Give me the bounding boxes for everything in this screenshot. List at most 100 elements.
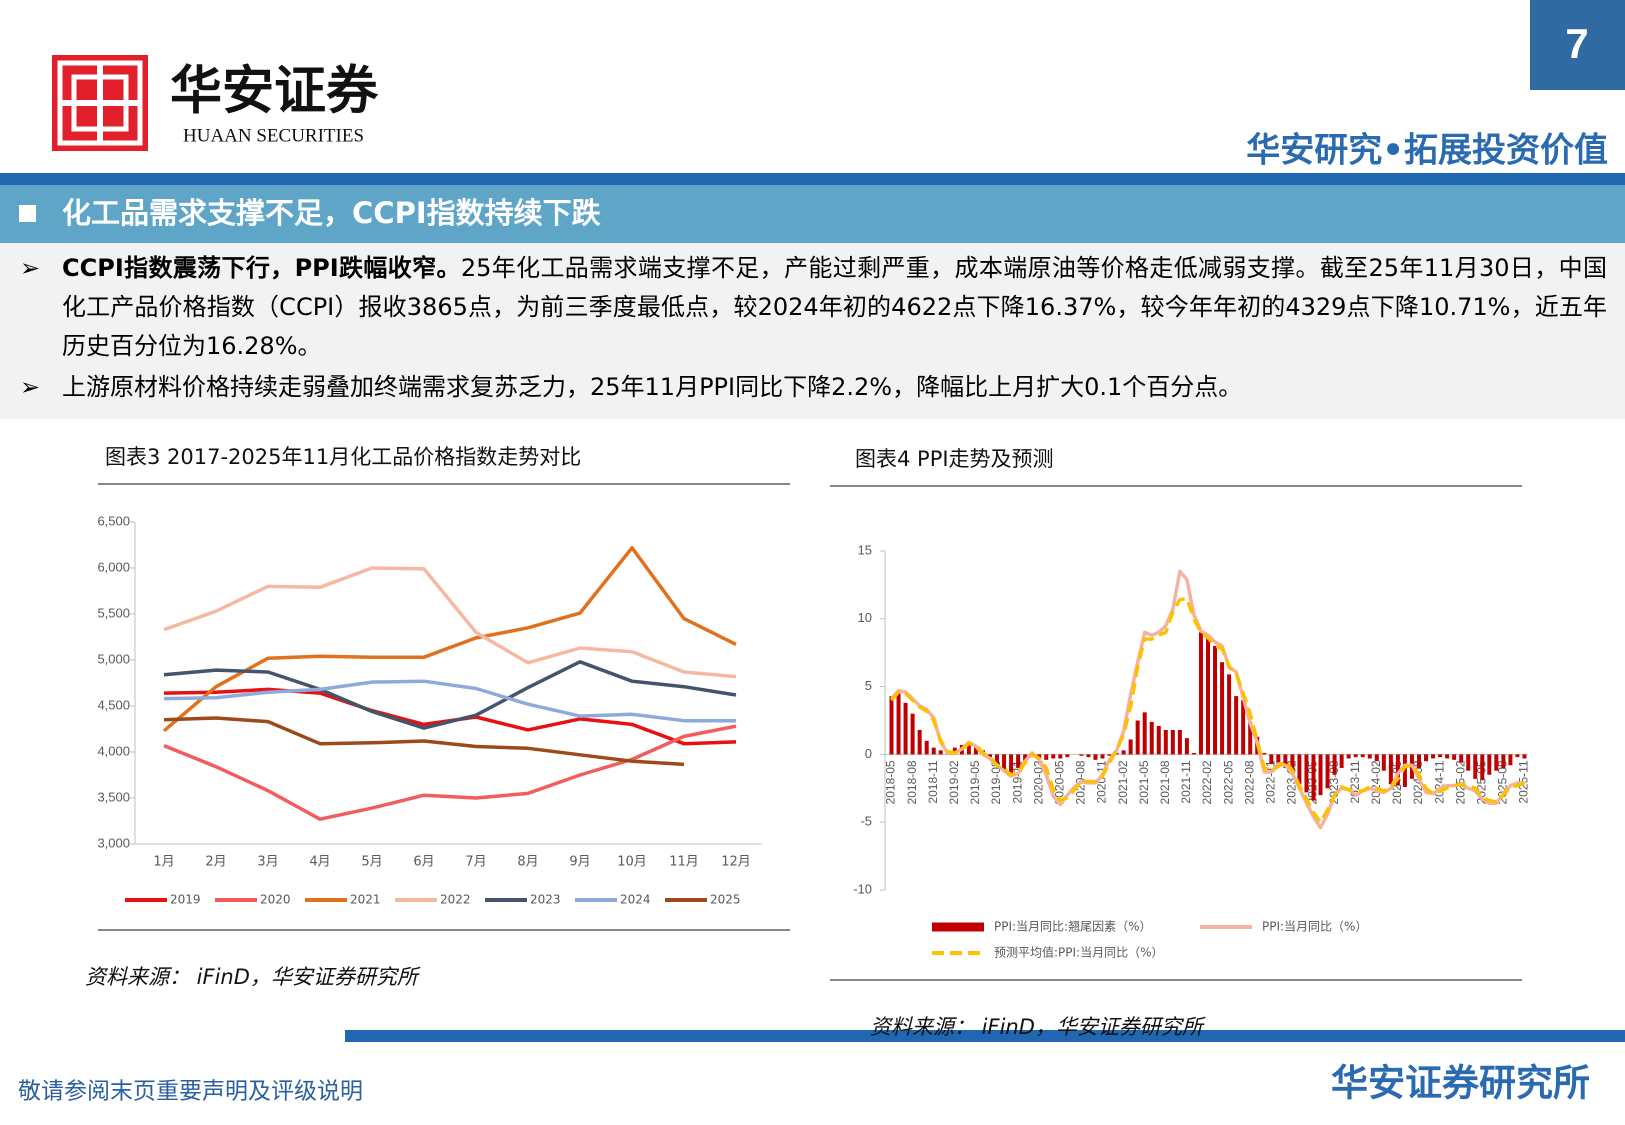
bar [1241,700,1246,755]
y-tick-label: 6,000 [97,559,130,574]
x-tick-label: 2月 [205,855,226,870]
x-tick-label: 2021-05 [1137,760,1151,804]
bar [1283,754,1288,768]
bar [1487,754,1492,775]
y-tick-label: 15 [858,542,872,557]
bar [1480,754,1485,781]
bar [1142,712,1147,755]
legend-label: PPI:当月同比（%） [1262,920,1367,934]
bar [1227,674,1232,755]
bar [1037,754,1042,759]
x-tick-label: 2019-08 [989,760,1003,804]
bar [1522,754,1527,759]
legend-label: 2025 [710,893,741,907]
bar [903,702,908,755]
x-tick-label: 7月 [465,855,486,870]
bullet: 上游原材料价格持续走弱叠加终端需求复苏乏力，25年11月PPI同比下降2.2%，… [62,368,1607,407]
bar [1466,754,1471,771]
x-tick-label: 4月 [309,855,330,870]
bar [1044,754,1049,760]
bar [1023,754,1028,763]
y-tick-label: -10 [853,881,872,896]
bar [987,754,992,758]
series-line [163,716,685,767]
bar [1346,754,1351,759]
bar [1016,754,1021,768]
bullet-arrow: ➢ [20,254,41,282]
x-tick-label: 2022-02 [1200,760,1214,804]
chart-title: 图表4 PPI走势及预测 [855,447,1054,471]
bar [1473,754,1478,779]
bar [889,696,894,755]
y-tick-label: 10 [858,610,872,625]
bar [1163,729,1168,755]
legend-label: 预测平均值:PPI:当月同比（%） [994,945,1164,960]
bullet-bold: CCPI指数震荡下行，PPI跌幅收窄。 [62,254,461,282]
bar [1079,754,1084,756]
x-tick-label: 2021-02 [1116,760,1130,804]
bullet-area: ➢ CCPI指数震荡下行，PPI跌幅收窄。25年化工品需求端支撑不足，产能过剩严… [0,243,1625,419]
y-tick-label: 3,500 [97,789,130,804]
bar [1374,754,1379,762]
charts: 敬请参阅末页重要声明及评级说明 华安证券研究所 图表3 2017-2025年11… [18,445,1625,1105]
y-tick-label: 0 [865,746,872,761]
x-tick-label: 2018-08 [905,760,919,804]
logo-en: HUAAN SECURITIES [183,125,364,146]
bullet: CCPI指数震荡下行，PPI跌幅收窄。25年化工品需求端支撑不足，产能过剩严重，… [62,249,1607,366]
footer-rule [345,1030,1625,1042]
y-tick-label: 4,500 [97,697,130,712]
bar [1234,696,1239,755]
slogan: 华安研究•拓展投资价值 [1246,131,1608,171]
bar [1332,754,1337,775]
x-tick-label: 2019-02 [947,760,961,804]
series-line [163,724,737,821]
bar [1297,754,1302,785]
x-tick-label: 2023-11 [1348,760,1362,803]
bar [896,693,901,755]
bar [1304,754,1309,793]
x-tick-label: 2024-02 [1369,760,1383,804]
bar [1262,753,1267,755]
bar [1515,754,1520,758]
series-line [163,660,737,730]
series-line [163,566,737,679]
bar [1325,754,1330,789]
bar [1395,754,1400,786]
bar [1002,754,1007,771]
header-rule [0,173,1625,185]
bar [973,747,978,755]
bar [1121,750,1126,755]
bar [1494,754,1499,771]
bar [1248,721,1253,755]
bar [1501,754,1506,768]
section-band [0,185,1625,243]
bar [1184,738,1189,755]
page-number-box [1530,0,1625,90]
x-tick-label: 2020-02 [1031,760,1045,804]
legend-label: 2022 [440,893,471,907]
bullet-text: 25年化工品需求端支撑不足，产能过剩严重，成本端原油等价格走低减弱支撑。截至25… [62,254,1608,360]
x-tick-label: 2018-05 [884,760,898,804]
bar [1093,754,1098,760]
x-tick-label: 9月 [569,855,590,870]
series-line [163,679,736,723]
bar [1452,754,1457,760]
bar [1459,754,1464,763]
bar [1206,635,1210,755]
logo-cn: 华安证券 [170,61,379,122]
bar [1156,725,1161,755]
bar [1402,754,1407,787]
bar [1360,754,1365,758]
bar [1269,754,1274,764]
logo-mark [52,55,148,151]
x-tick-label: 3月 [257,855,278,870]
x-tick-label: 2023-02 [1285,760,1299,804]
bar [995,754,1000,766]
bar [1424,754,1429,762]
bar [1311,754,1316,801]
disclaimer: 敬请参阅末页重要声明及评级说明 [18,1079,363,1105]
bar [1213,645,1218,755]
bar [924,740,929,755]
y-tick-label: 3,000 [97,835,130,850]
